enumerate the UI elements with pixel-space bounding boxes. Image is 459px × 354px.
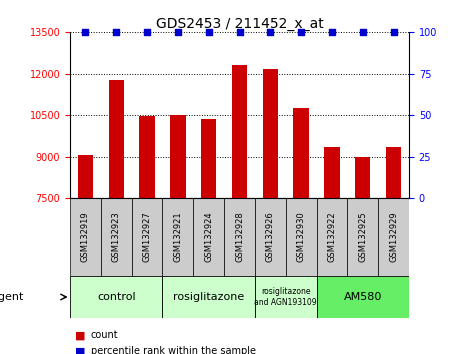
Bar [355, 157, 370, 198]
Bar [108, 80, 124, 198]
Text: GSM132921: GSM132921 [174, 212, 182, 262]
Bar [132, 198, 162, 276]
Bar [70, 198, 101, 276]
Text: count: count [91, 330, 118, 341]
Point [359, 29, 366, 35]
Text: GSM132924: GSM132924 [204, 212, 213, 262]
Text: GSM132922: GSM132922 [327, 212, 336, 262]
Bar [140, 116, 155, 198]
Text: GSM132928: GSM132928 [235, 212, 244, 262]
Bar [70, 276, 162, 318]
Point [82, 29, 89, 35]
Text: GSM132929: GSM132929 [389, 212, 398, 262]
Bar [224, 198, 255, 276]
Bar [193, 198, 224, 276]
Point [174, 29, 182, 35]
Text: GSM132923: GSM132923 [112, 212, 121, 262]
Bar [386, 147, 401, 198]
Bar [162, 198, 193, 276]
Point [205, 29, 213, 35]
Bar [317, 198, 347, 276]
Text: ■: ■ [75, 330, 85, 341]
Point [328, 29, 336, 35]
Point [143, 29, 151, 35]
Bar [101, 198, 132, 276]
Text: GSM132927: GSM132927 [143, 212, 151, 262]
Point [297, 29, 305, 35]
Text: GSM132930: GSM132930 [297, 212, 306, 262]
Title: GDS2453 / 211452_x_at: GDS2453 / 211452_x_at [156, 17, 324, 31]
Text: GSM132925: GSM132925 [358, 212, 367, 262]
Point [236, 29, 243, 35]
Bar [255, 198, 285, 276]
Bar [162, 276, 255, 318]
Bar [285, 198, 317, 276]
Bar [378, 198, 409, 276]
Bar [201, 119, 216, 198]
Bar [78, 155, 93, 198]
Text: rosiglitazone
and AGN193109: rosiglitazone and AGN193109 [254, 287, 317, 307]
Text: percentile rank within the sample: percentile rank within the sample [91, 346, 256, 354]
Text: ■: ■ [75, 346, 85, 354]
Bar [324, 147, 340, 198]
Text: GSM132919: GSM132919 [81, 212, 90, 262]
Point [267, 29, 274, 35]
Bar [263, 69, 278, 198]
Text: GSM132926: GSM132926 [266, 212, 275, 262]
Bar [232, 65, 247, 198]
Bar [347, 198, 378, 276]
Text: control: control [97, 292, 135, 302]
Bar [317, 276, 409, 318]
Bar [170, 115, 185, 198]
Point [112, 29, 120, 35]
Text: rosiglitazone: rosiglitazone [173, 292, 244, 302]
Point [390, 29, 397, 35]
Bar [255, 276, 317, 318]
Text: agent: agent [0, 292, 24, 302]
Bar [293, 108, 309, 198]
Text: AM580: AM580 [344, 292, 382, 302]
